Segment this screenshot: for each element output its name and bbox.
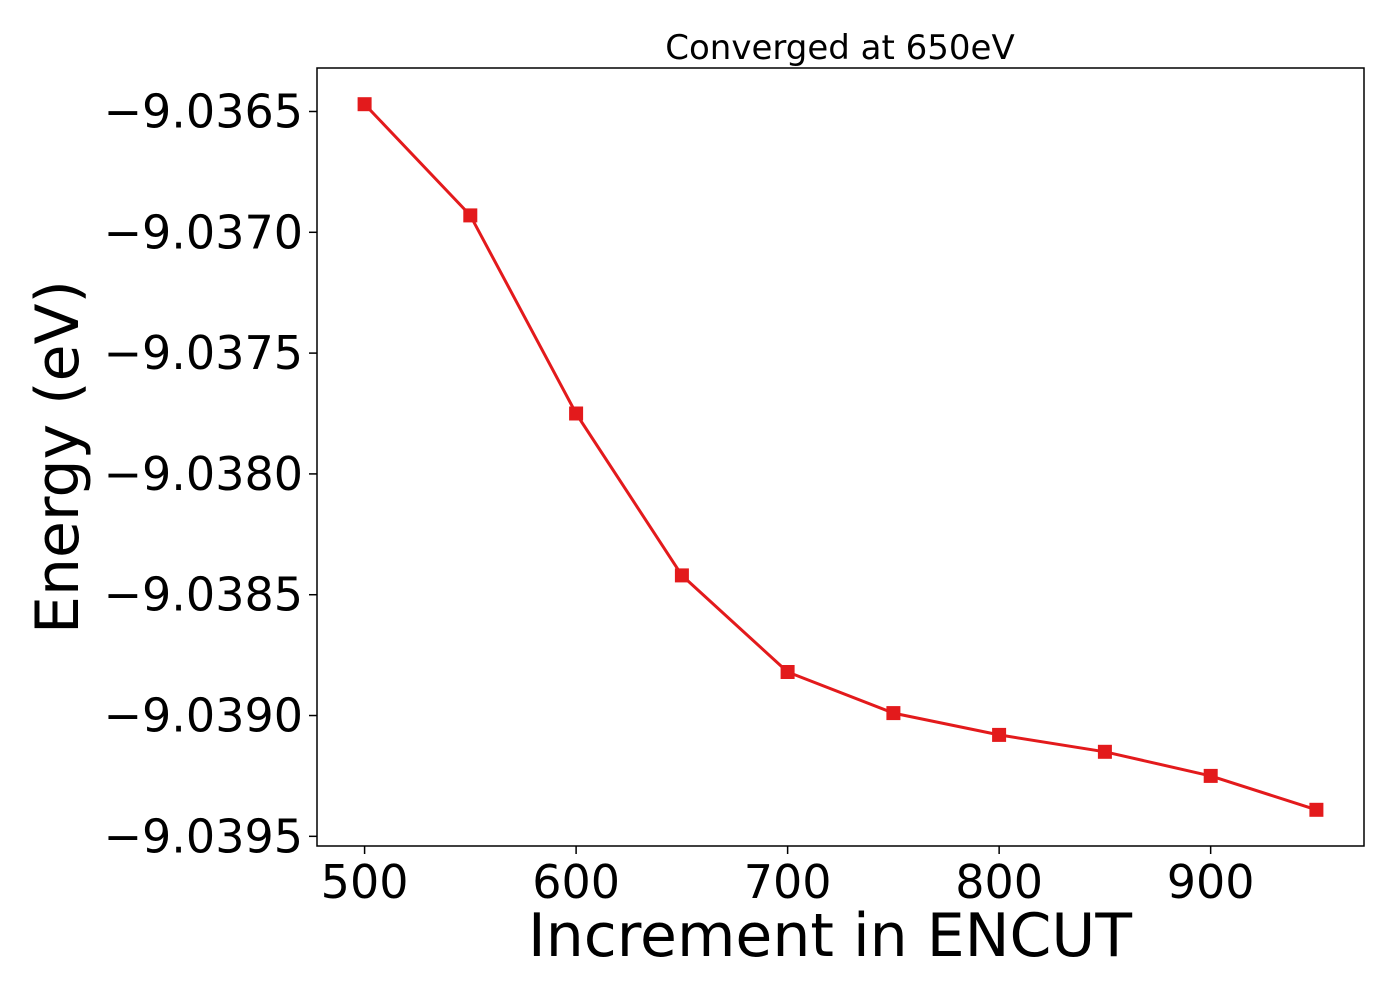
x-tick-label: 900	[1167, 855, 1255, 909]
x-tick-label: 500	[321, 855, 409, 909]
data-point-marker	[992, 727, 1007, 742]
x-tick-label: 700	[744, 855, 832, 909]
y-tick-label: −9.0365	[104, 84, 304, 138]
chart-title: Converged at 650eV	[665, 28, 1014, 68]
data-point-marker	[569, 406, 584, 421]
y-tick-label: −9.0375	[104, 326, 304, 380]
data-point-marker	[1203, 768, 1218, 783]
y-tick-label: −9.0395	[104, 809, 304, 863]
data-point-marker	[1097, 744, 1112, 759]
data-point-marker	[886, 706, 901, 721]
series-line	[363, 103, 1317, 812]
plot-area-frame	[316, 67, 1365, 847]
y-tick-label: −9.0380	[104, 447, 304, 501]
x-axis: 500 600 700 800 900	[321, 846, 1255, 909]
y-axis-label: Energy (eV)	[23, 280, 93, 634]
series-markers	[357, 97, 1324, 817]
data-point-marker	[674, 568, 689, 583]
y-tick-label: −9.0385	[104, 568, 304, 622]
x-tick-label: 600	[532, 855, 620, 909]
y-tick-label: −9.0370	[104, 205, 304, 259]
y-axis: −9.0365 −9.0370 −9.0375 −9.0380 −9.0385 −9.03…	[104, 84, 317, 863]
x-axis-label: Increment in ENCUT	[528, 901, 1132, 971]
data-point-marker	[780, 665, 795, 679]
data-point-marker	[357, 97, 372, 112]
x-tick-label: 800	[955, 855, 1043, 909]
data-point-marker	[1309, 802, 1324, 817]
y-tick-label: −9.0390	[104, 689, 304, 743]
data-point-marker	[463, 208, 478, 223]
